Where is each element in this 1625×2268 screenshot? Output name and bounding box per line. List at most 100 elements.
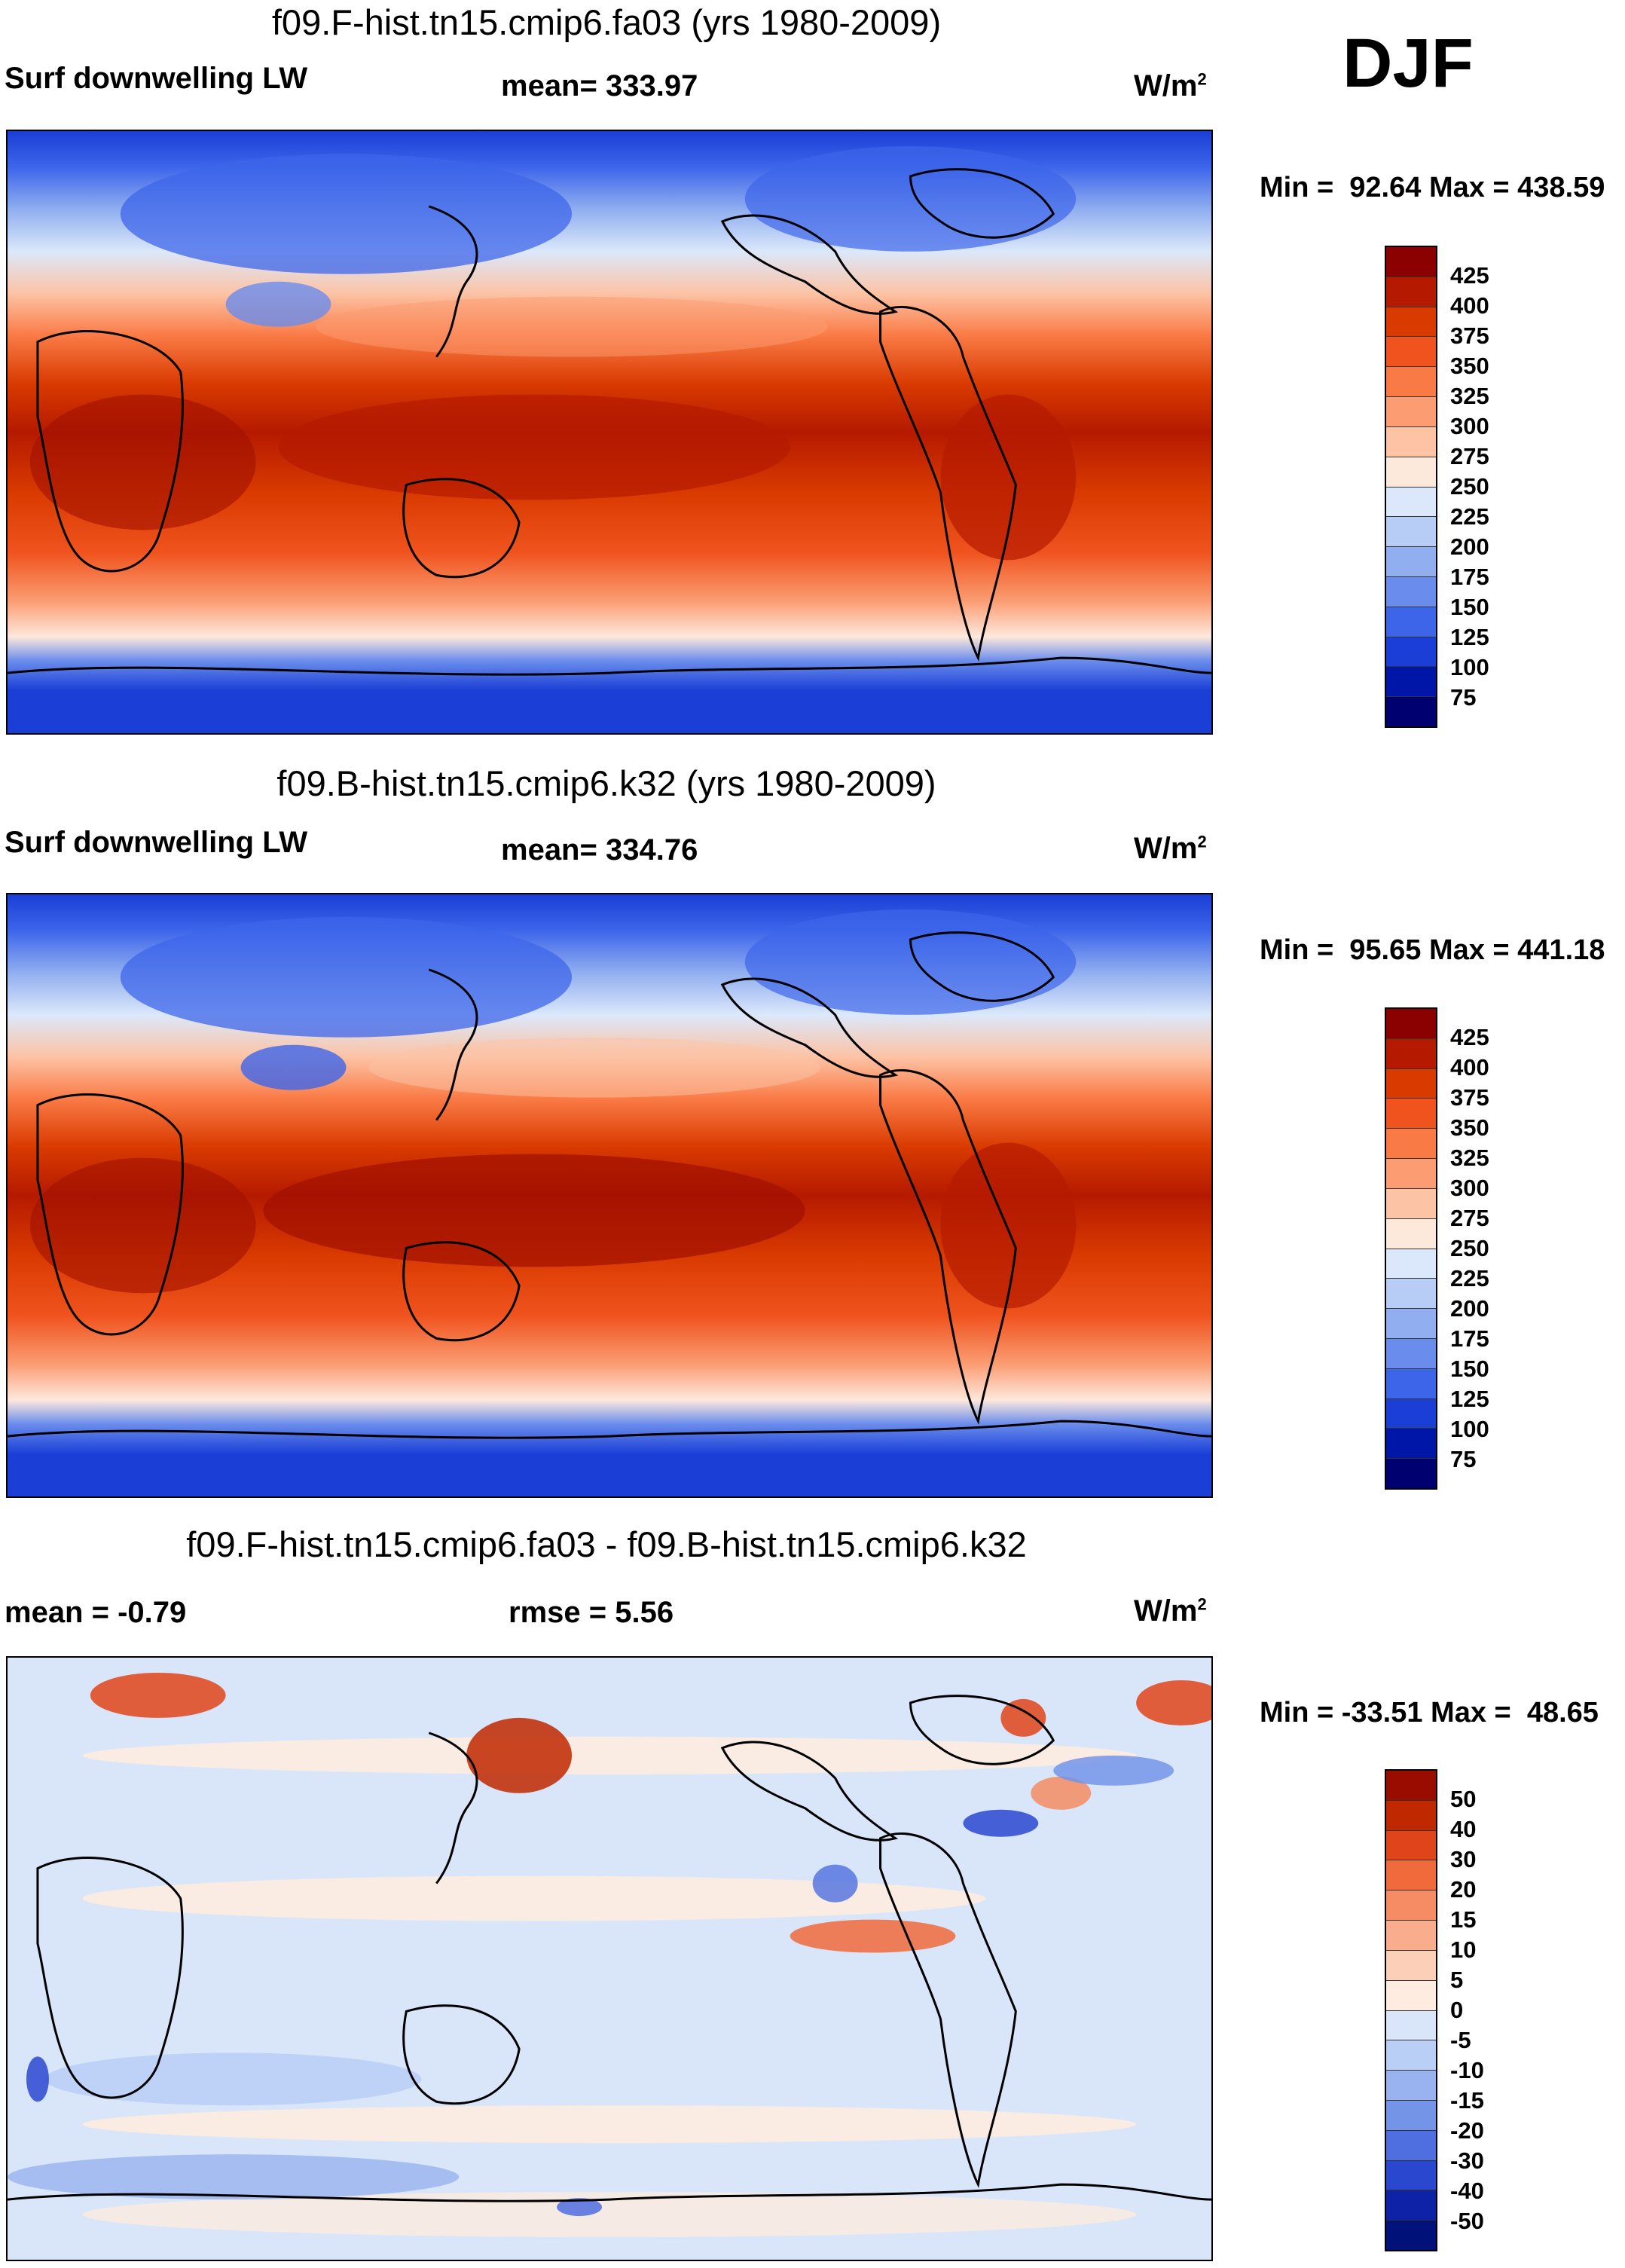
colorbar-cell bbox=[1386, 1830, 1436, 1861]
colorbar-cell bbox=[1386, 426, 1436, 457]
colorbar-cell bbox=[1386, 1950, 1436, 1981]
colorbar-tick-label: 325 bbox=[1450, 1145, 1489, 1171]
units-superscript: 2 bbox=[1197, 69, 1207, 89]
panel-2-title: f09.B-hist.tn15.cmip6.k32 (yrs 1980-2009… bbox=[276, 763, 936, 803]
colorbar-tick-label: 150 bbox=[1450, 1356, 1489, 1382]
panel-3-units-label: W/m2 bbox=[1134, 1594, 1207, 1628]
colorbar-cell bbox=[1386, 1921, 1436, 1951]
panel-3-rmse-label: rmse = 5.56 bbox=[509, 1596, 674, 1629]
panel-1-map-svg bbox=[8, 131, 1211, 733]
colorbar-cell bbox=[1386, 1338, 1436, 1369]
colorbar-tick-label: 125 bbox=[1450, 624, 1489, 650]
colorbar-tick-label: 375 bbox=[1450, 322, 1489, 349]
colorbar-tick-label: 275 bbox=[1450, 1205, 1489, 1231]
colorbar-tick-label: 225 bbox=[1450, 1265, 1489, 1291]
colorbar-tick-label: 15 bbox=[1450, 1906, 1477, 1933]
colorbar-cell bbox=[1386, 667, 1436, 698]
colorbar-tick-label: 400 bbox=[1450, 292, 1489, 319]
colorbar-tick-label: 5 bbox=[1450, 1967, 1464, 1993]
colorbar-cell bbox=[1386, 1279, 1436, 1310]
season-label: DJF bbox=[1342, 25, 1474, 102]
panel-3-map bbox=[6, 1656, 1213, 2261]
colorbar-cell bbox=[1386, 2100, 1436, 2131]
colorbar-cell bbox=[1386, 367, 1436, 398]
panel-3-colorbar-labels: 50 40 30 20 15 10 5 0 -5 -10 -15 -20 -30… bbox=[1450, 1769, 1541, 2251]
units-text: W/m bbox=[1134, 832, 1198, 865]
panel-1-mean-label: mean= 333.97 bbox=[501, 69, 698, 102]
colorbar-cell bbox=[1386, 2160, 1436, 2191]
colorbar-tick-label: 300 bbox=[1450, 1175, 1489, 1201]
panel-1-minmax: Min = 92.64 Max = 438.59 bbox=[1260, 172, 1605, 203]
colorbar-tick-label: 225 bbox=[1450, 503, 1489, 530]
colorbar-cell bbox=[1386, 1891, 1436, 1921]
colorbar-cell bbox=[1386, 547, 1436, 577]
panel-3-colorbar bbox=[1385, 1769, 1437, 2251]
colorbar-cell bbox=[1386, 1188, 1436, 1219]
panel-3-minmax: Min = -33.51 Max = 48.65 bbox=[1260, 1697, 1599, 1729]
colorbar-tick-label: 300 bbox=[1450, 413, 1489, 439]
colorbar-tick-label: 425 bbox=[1450, 262, 1489, 289]
colorbar-tick-label: 0 bbox=[1450, 1997, 1464, 2023]
colorbar-cell bbox=[1386, 1429, 1436, 1460]
colorbar-tick-label: -50 bbox=[1450, 2208, 1484, 2234]
colorbar-tick-label: 125 bbox=[1450, 1386, 1489, 1412]
panel-3-map-svg bbox=[8, 1658, 1211, 2260]
colorbar-tick-label: -10 bbox=[1450, 2057, 1484, 2083]
colorbar-tick-label: 375 bbox=[1450, 1084, 1489, 1111]
colorbar-tick-label: -40 bbox=[1450, 2178, 1484, 2204]
colorbar-tick-label: 425 bbox=[1450, 1024, 1489, 1050]
panel-1-units-label: W/m2 bbox=[1134, 69, 1207, 103]
colorbar-cell bbox=[1386, 1038, 1436, 1069]
colorbar-tick-label: 75 bbox=[1450, 684, 1477, 711]
colorbar-cell bbox=[1386, 517, 1436, 548]
colorbar-tick-label: 200 bbox=[1450, 1295, 1489, 1322]
colorbar-cell bbox=[1386, 2040, 1436, 2071]
colorbar-tick-label: 250 bbox=[1450, 473, 1489, 500]
units-text: W/m bbox=[1134, 1594, 1198, 1628]
colorbar-tick-label: 50 bbox=[1450, 1786, 1477, 1812]
panel-2-minmax: Min = 95.65 Max = 441.18 bbox=[1260, 934, 1605, 966]
colorbar-cell bbox=[1386, 247, 1436, 277]
colorbar-tick-label: 20 bbox=[1450, 1876, 1477, 1903]
colorbar-tick-label: 150 bbox=[1450, 594, 1489, 620]
colorbar-cell bbox=[1386, 1009, 1436, 1039]
colorbar-cell bbox=[1386, 1860, 1436, 1891]
colorbar-tick-label: 275 bbox=[1450, 443, 1489, 469]
panel-2-map-svg bbox=[8, 894, 1211, 1496]
colorbar-cell bbox=[1386, 1980, 1436, 2011]
panel-2-variable-label: Surf downwelling LW bbox=[5, 826, 308, 859]
colorbar-cell bbox=[1386, 2190, 1436, 2221]
panel-1-title: f09.F-hist.tn15.cmip6.fa03 (yrs 1980-200… bbox=[271, 2, 942, 42]
units-superscript: 2 bbox=[1197, 1594, 1207, 1614]
colorbar-tick-label: 100 bbox=[1450, 654, 1489, 680]
colorbar-cell bbox=[1386, 697, 1436, 726]
colorbar-cell bbox=[1386, 1099, 1436, 1129]
colorbar-cell bbox=[1386, 2071, 1436, 2101]
colorbar-cell bbox=[1386, 2130, 1436, 2161]
colorbar-cell bbox=[1386, 1218, 1436, 1249]
colorbar-tick-label: 200 bbox=[1450, 533, 1489, 560]
colorbar-tick-label: 350 bbox=[1450, 353, 1489, 379]
colorbar-tick-label: 100 bbox=[1450, 1416, 1489, 1442]
colorbar-cell bbox=[1386, 2221, 1436, 2250]
colorbar-cell bbox=[1386, 487, 1436, 518]
colorbar-tick-label: 175 bbox=[1450, 564, 1489, 590]
units-superscript: 2 bbox=[1197, 832, 1207, 851]
panel-1-map bbox=[6, 130, 1213, 735]
colorbar-cell bbox=[1386, 1368, 1436, 1399]
colorbar-cell bbox=[1386, 637, 1436, 668]
panel-2-map bbox=[6, 893, 1213, 1498]
colorbar-cell bbox=[1386, 277, 1436, 307]
colorbar-tick-label: -30 bbox=[1450, 2147, 1484, 2174]
panel-1-colorbar-labels: 425 400 375 350 325 300 275 250 225 200 … bbox=[1450, 246, 1541, 728]
colorbar-cell bbox=[1386, 1129, 1436, 1160]
colorbar-cell bbox=[1386, 397, 1436, 427]
panel-2-colorbar bbox=[1385, 1007, 1437, 1490]
units-text: W/m bbox=[1134, 69, 1198, 102]
colorbar-tick-label: 10 bbox=[1450, 1936, 1477, 1963]
colorbar-tick-label: 325 bbox=[1450, 383, 1489, 409]
colorbar-cell bbox=[1386, 576, 1436, 607]
colorbar-cell bbox=[1386, 1159, 1436, 1189]
colorbar-cell bbox=[1386, 1249, 1436, 1279]
colorbar-cell bbox=[1386, 307, 1436, 338]
